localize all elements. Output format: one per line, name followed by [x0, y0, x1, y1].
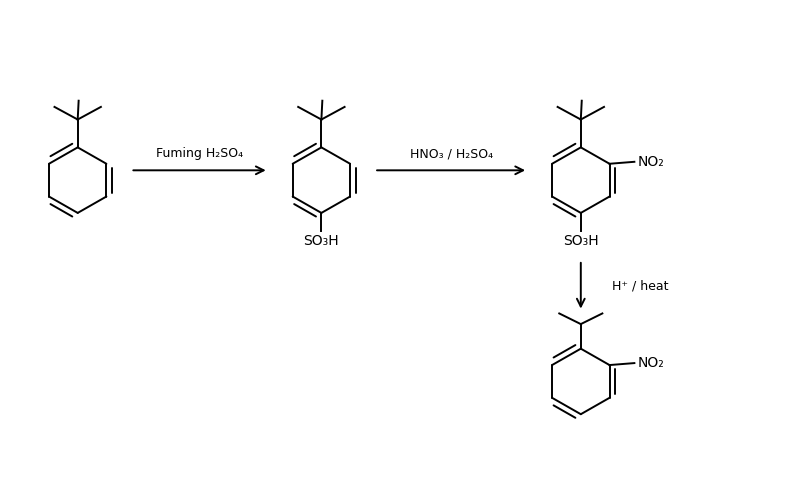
- Text: NO₂: NO₂: [638, 356, 664, 370]
- Text: NO₂: NO₂: [638, 155, 664, 169]
- Text: HNO₃ / H₂SO₄: HNO₃ / H₂SO₄: [410, 147, 493, 160]
- Text: Fuming H₂SO₄: Fuming H₂SO₄: [156, 147, 243, 160]
- Text: SO₃H: SO₃H: [303, 234, 339, 248]
- Text: SO₃H: SO₃H: [563, 234, 598, 248]
- Text: H⁺ / heat: H⁺ / heat: [612, 279, 669, 292]
